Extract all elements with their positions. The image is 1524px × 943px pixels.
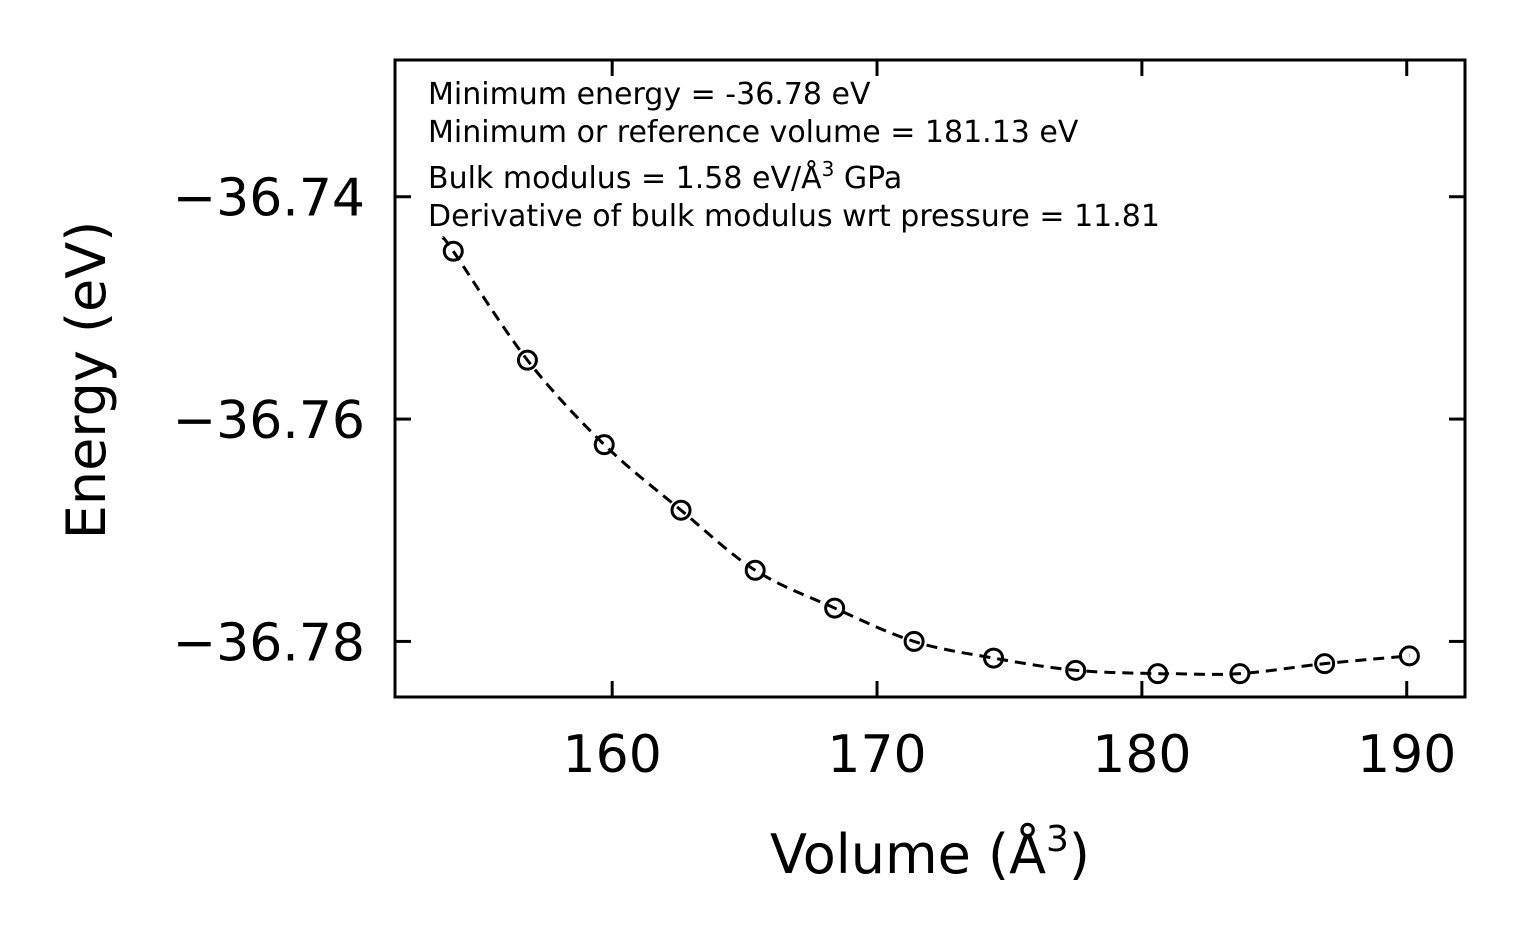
data-markers (442, 240, 1420, 685)
annotation-bulk-modulus: Bulk modulus = 1.58 eV/Å3 GPa (428, 157, 902, 196)
data-point (516, 349, 538, 371)
annotation-min-energy: Minimum energy = -36.78 eV (428, 77, 871, 112)
x-tick-label: 160 (563, 725, 662, 785)
plot-frame (393, 58, 1467, 699)
annotation-ref-volume: Minimum or reference volume = 181.13 eV (428, 115, 1079, 150)
annotation-bulk-derivative: Derivative of bulk modulus wrt pressure … (428, 199, 1160, 234)
data-point (744, 559, 766, 581)
x-axis-title-text: Volume (Å (770, 822, 1046, 886)
data-point (1398, 645, 1420, 667)
x-axis-title-suffix: ) (1069, 823, 1090, 886)
x-axis-title: Volume (Å3) (770, 819, 1090, 886)
annotation-bulk-modulus-sup: 3 (822, 157, 835, 181)
x-tick-label: 190 (1357, 725, 1456, 785)
data-point (1147, 663, 1169, 685)
x-axis-title-sup: 3 (1046, 819, 1069, 860)
data-point (824, 597, 846, 619)
data-point (1314, 653, 1336, 675)
data-point (593, 434, 615, 456)
axis-tick-labels: 160 170 180 190 −36.74 −36.76 −36.78 (173, 169, 1457, 785)
data-point (983, 647, 1005, 669)
y-tick-label: −36.74 (173, 169, 365, 229)
data-point (442, 240, 464, 262)
annotation-bulk-modulus-text: Bulk modulus = 1.58 eV/Å (428, 160, 822, 196)
annotation-bulk-modulus-unit: GPa (834, 161, 902, 196)
x-tick-label: 180 (1092, 725, 1191, 785)
axis-ticks (395, 60, 1465, 697)
data-point (670, 499, 692, 521)
fit-curve (441, 236, 1410, 676)
data-point (1065, 659, 1087, 681)
y-tick-label: −36.76 (173, 391, 365, 451)
y-tick-label: −36.78 (173, 613, 365, 673)
data-point (1229, 663, 1251, 685)
data-point (903, 630, 925, 652)
x-tick-label: 170 (827, 725, 926, 785)
annotation-box: Minimum energy = -36.78 eV Minimum or re… (428, 77, 1160, 234)
y-axis-title: Energy (eV) (55, 221, 118, 540)
